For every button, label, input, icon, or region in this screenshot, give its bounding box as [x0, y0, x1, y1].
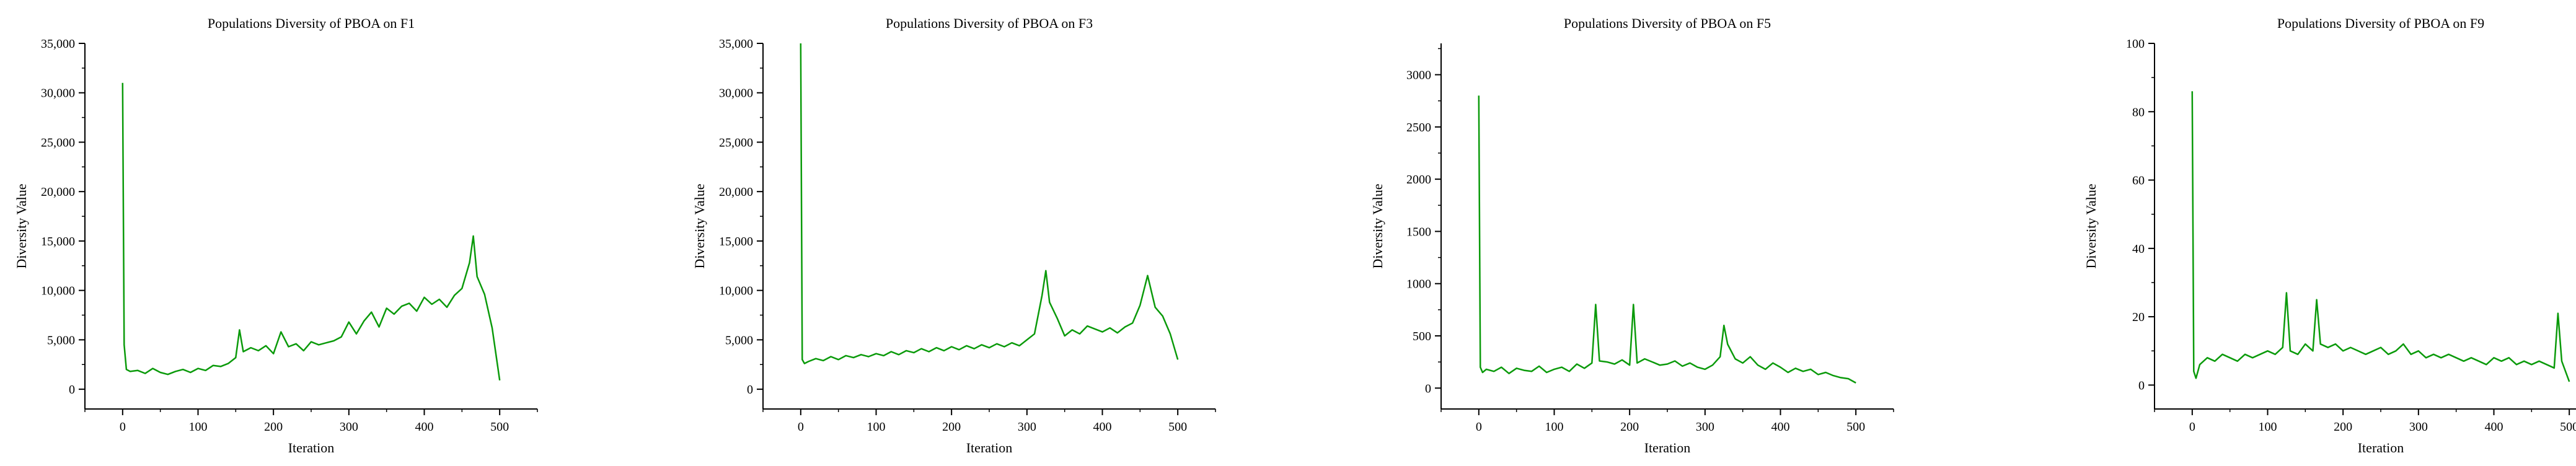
- x-tick-label: 0: [798, 420, 804, 434]
- y-tick-label: 20: [2132, 310, 2145, 324]
- y-tick-label: 10,000: [719, 284, 753, 298]
- x-tick-label: 200: [264, 420, 283, 434]
- x-tick-label: 300: [1018, 420, 1036, 434]
- y-tick-label: 15,000: [41, 235, 75, 248]
- y-tick-label: 2000: [1406, 173, 1431, 187]
- y-tick-label: 35,000: [41, 37, 75, 51]
- chart-panel-2: Populations Diversity of PBOA on F3 0 100 2…: [692, 15, 1216, 455]
- x-tick-label: 100: [189, 420, 208, 434]
- diversity-series-line: [800, 43, 1179, 364]
- y-tick-label: 5,000: [725, 333, 753, 347]
- chart-title: Populations Diversity of PBOA on F5: [1564, 15, 1771, 31]
- y-tick-label: 40: [2132, 242, 2145, 256]
- y-tick-label: 30,000: [719, 87, 753, 100]
- x-tick-label: 500: [1168, 420, 1187, 434]
- diversity-series-line: [1478, 95, 1856, 384]
- x-tick-label: 100: [867, 420, 886, 434]
- x-tick-label: 100: [1545, 420, 1564, 434]
- x-tick-label: 300: [1696, 420, 1714, 434]
- x-tick-label: 400: [415, 420, 434, 434]
- y-axis-label: Diversity Value: [14, 183, 29, 268]
- x-tick-label: 200: [2334, 420, 2352, 434]
- diversity-series-line: [2191, 91, 2570, 382]
- y-tick-label: 3000: [1406, 69, 1431, 82]
- x-axis-label: Iteration: [288, 440, 335, 455]
- y-tick-label: 1000: [1406, 278, 1431, 291]
- y-axis-label: Diversity Value: [2083, 183, 2099, 268]
- x-tick-label: 500: [490, 420, 509, 434]
- y-tick-label: 0: [69, 383, 75, 397]
- y-tick-label: 0: [747, 383, 753, 397]
- y-tick-label: 20,000: [41, 185, 75, 199]
- y-tick-label: 2500: [1406, 121, 1431, 134]
- y-tick-label: 20,000: [719, 185, 753, 199]
- x-tick-label: 500: [2560, 420, 2576, 434]
- y-tick-label: 25,000: [41, 136, 75, 149]
- chart-panel-4: Populations Diversity of PBOA on F9 0 100 2…: [2083, 15, 2576, 455]
- x-axis-label: Iteration: [2358, 440, 2404, 455]
- y-tick-label: 30,000: [41, 87, 75, 100]
- y-axis-label: Diversity Value: [1370, 183, 1385, 268]
- chart-panel-3: Populations Diversity of PBOA on F5 0 100 2…: [1370, 15, 1894, 455]
- chart-title: Populations Diversity of PBOA on F1: [208, 15, 415, 31]
- y-tick-label: 60: [2132, 174, 2145, 188]
- x-tick-label: 200: [1620, 420, 1639, 434]
- x-tick-label: 500: [1846, 420, 1865, 434]
- y-tick-label: 35,000: [719, 37, 753, 51]
- x-axis-label: Iteration: [966, 440, 1013, 455]
- y-tick-label: 15,000: [719, 235, 753, 248]
- x-tick-label: 0: [2189, 420, 2195, 434]
- x-tick-label: 0: [1476, 420, 1482, 434]
- y-tick-label: 0: [1425, 382, 1431, 395]
- y-tick-label: 5,000: [47, 333, 75, 347]
- x-tick-label: 100: [2259, 420, 2277, 434]
- y-tick-label: 80: [2132, 105, 2145, 119]
- x-tick-label: 400: [2485, 420, 2503, 434]
- chart-panel-1: Populations Diversity of PBOA on F1 0 100 2…: [14, 15, 538, 455]
- y-tick-label: 25,000: [719, 136, 753, 149]
- chart-title: Populations Diversity of PBOA on F9: [2277, 15, 2484, 31]
- y-axis-label: Diversity Value: [692, 183, 707, 268]
- y-tick-label: 500: [1413, 330, 1431, 343]
- x-tick-label: 400: [1771, 420, 1790, 434]
- x-tick-label: 200: [942, 420, 961, 434]
- y-tick-label: 0: [2138, 379, 2145, 392]
- chart-title: Populations Diversity of PBOA on F3: [886, 15, 1093, 31]
- x-tick-label: 0: [120, 420, 126, 434]
- x-tick-label: 300: [2409, 420, 2428, 434]
- x-axis-label: Iteration: [1644, 440, 1691, 455]
- y-tick-label: 100: [2126, 37, 2145, 51]
- x-tick-label: 300: [340, 420, 358, 434]
- y-tick-label: 1500: [1406, 225, 1431, 239]
- diversity-series-line: [121, 82, 501, 380]
- y-tick-label: 10,000: [41, 284, 75, 298]
- x-tick-label: 400: [1093, 420, 1112, 434]
